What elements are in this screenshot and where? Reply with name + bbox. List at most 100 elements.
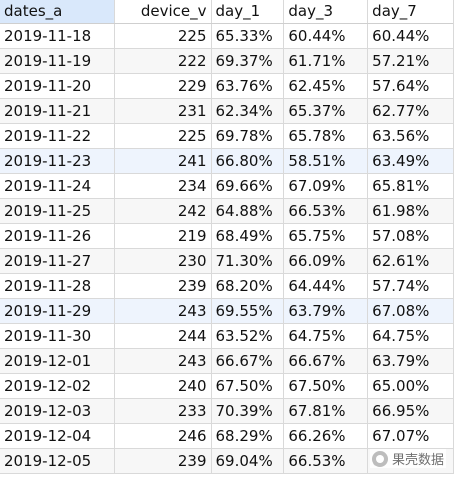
table-cell[interactable]: 65.33%	[212, 24, 285, 48]
table-cell[interactable]: 66.26%	[284, 424, 369, 448]
table-cell[interactable]: 67.50%	[284, 374, 369, 398]
table-cell[interactable]: 2019-11-28	[0, 274, 115, 298]
column-header-day-1[interactable]: day_1	[212, 0, 285, 23]
table-cell[interactable]: 65.37%	[284, 99, 369, 123]
table-cell[interactable]: 58.51%	[284, 149, 369, 173]
table-cell[interactable]: 65.78%	[284, 124, 369, 148]
table-cell[interactable]: 60.44%	[372, 27, 430, 45]
table-row[interactable]: 2019-11-18 225 65.33% 60.44% 60.44%	[0, 24, 453, 49]
table-row[interactable]: 2019-12-01 243 66.67% 66.67% 63.79%	[0, 349, 453, 374]
table-cell[interactable]: 64.44%	[284, 274, 369, 298]
table-cell[interactable]: 225	[115, 124, 212, 148]
table-cell[interactable]: 61.71%	[284, 49, 369, 73]
table-cell[interactable]: 64.75%	[284, 324, 369, 348]
table-cell[interactable]: 69.37%	[212, 49, 285, 73]
table-row[interactable]: 2019-11-22 225 69.78% 65.78% 63.56%	[0, 124, 453, 149]
table-row[interactable]: 2019-11-20 229 63.76% 62.45% 57.64%	[0, 74, 453, 99]
table-row[interactable]: 2019-11-30 244 63.52% 64.75% 64.75%	[0, 324, 453, 349]
table-cell[interactable]: 57.08%	[372, 227, 430, 245]
table-row[interactable]: 2019-12-03 233 70.39% 67.81% 66.95%	[0, 399, 453, 424]
table-cell[interactable]: 68.49%	[212, 224, 285, 248]
table-cell[interactable]: 239	[115, 449, 212, 473]
table-cell[interactable]: 67.81%	[284, 399, 369, 423]
table-row[interactable]: 2019-11-21 231 62.34% 65.37% 62.77%	[0, 99, 453, 124]
table-row[interactable]: 2019-11-29 243 69.55% 63.79% 67.08%	[0, 299, 453, 324]
table-cell[interactable]: 222	[115, 49, 212, 73]
table-cell[interactable]: 240	[115, 374, 212, 398]
table-cell[interactable]: 62.61%	[372, 252, 430, 270]
table-cell[interactable]: 234	[115, 174, 212, 198]
table-cell[interactable]: 242	[115, 199, 212, 223]
table-row[interactable]: 2019-11-19 222 69.37% 61.71% 57.21%	[0, 49, 453, 74]
table-cell[interactable]: 69.04%	[212, 449, 285, 473]
table-row[interactable]: 2019-11-26 219 68.49% 65.75% 57.08%	[0, 224, 453, 249]
table-cell[interactable]: 2019-11-27	[0, 249, 115, 273]
table-row[interactable]: 2019-11-28 239 68.20% 64.44% 57.74%	[0, 274, 453, 299]
table-cell[interactable]: 70.39%	[212, 399, 285, 423]
table-cell[interactable]: 64.75%	[372, 327, 430, 345]
table-cell[interactable]: 66.80%	[212, 149, 285, 173]
table-cell[interactable]: 62.45%	[284, 74, 369, 98]
table-cell[interactable]: 2019-12-02	[0, 374, 115, 398]
column-header-day-7[interactable]: day_7	[372, 2, 417, 20]
table-cell[interactable]: 61.98%	[372, 202, 430, 220]
table-cell[interactable]: 233	[115, 399, 212, 423]
table-cell[interactable]: 2019-12-01	[0, 349, 115, 373]
table-cell[interactable]: 68.20%	[212, 274, 285, 298]
table-cell[interactable]: 229	[115, 74, 212, 98]
table-cell[interactable]: 71.30%	[212, 249, 285, 273]
table-row[interactable]: 2019-11-27 230 71.30% 66.09% 62.61%	[0, 249, 453, 274]
table-cell[interactable]: 2019-11-24	[0, 174, 115, 198]
table-cell[interactable]: 67.07%	[372, 427, 430, 445]
table-cell[interactable]: 239	[115, 274, 212, 298]
table-cell[interactable]: 2019-11-21	[0, 99, 115, 123]
table-cell[interactable]: 219	[115, 224, 212, 248]
table-cell[interactable]: 57.74%	[372, 277, 430, 295]
table-cell[interactable]: 69.78%	[212, 124, 285, 148]
column-header-dates-a[interactable]: dates_a	[0, 0, 115, 23]
table-cell[interactable]: 2019-11-22	[0, 124, 115, 148]
table-cell[interactable]: 63.56%	[372, 127, 430, 145]
table-cell[interactable]: 62.34%	[212, 99, 285, 123]
table-cell[interactable]: 66.67%	[284, 349, 369, 373]
table-cell[interactable]: 230	[115, 249, 212, 273]
table-cell[interactable]: 2019-12-05	[0, 449, 115, 473]
table-cell[interactable]: 67.50%	[212, 374, 285, 398]
table-cell[interactable]: 64.88%	[212, 199, 285, 223]
table-cell[interactable]: 63.79%	[284, 299, 369, 323]
table-cell[interactable]: 2019-11-19	[0, 49, 115, 73]
table-cell[interactable]: 67.08%	[372, 302, 430, 320]
table-cell[interactable]: 2019-11-18	[0, 24, 115, 48]
table-cell[interactable]: 2019-12-04	[0, 424, 115, 448]
table-cell[interactable]: 2019-12-03	[0, 399, 115, 423]
table-cell[interactable]: 2019-11-23	[0, 149, 115, 173]
table-cell[interactable]: 66.53%	[284, 199, 369, 223]
column-header-day-3[interactable]: day_3	[284, 0, 369, 23]
table-cell[interactable]: 2019-11-25	[0, 199, 115, 223]
table-row[interactable]: 2019-11-25 242 64.88% 66.53% 61.98%	[0, 199, 453, 224]
table-cell[interactable]: 231	[115, 99, 212, 123]
table-cell[interactable]: 57.21%	[372, 52, 430, 70]
table-cell[interactable]: 67.09%	[284, 174, 369, 198]
table-cell[interactable]: 65.00%	[372, 377, 430, 395]
table-row[interactable]: 2019-12-02 240 67.50% 67.50% 65.00%	[0, 374, 453, 399]
table-cell[interactable]: 2019-11-29	[0, 299, 115, 323]
table-cell[interactable]: 69.66%	[212, 174, 285, 198]
table-cell[interactable]: 63.76%	[212, 74, 285, 98]
table-cell[interactable]: 66.09%	[284, 249, 369, 273]
table-cell[interactable]: 241	[115, 149, 212, 173]
table-cell[interactable]: 63.52%	[212, 324, 285, 348]
table-row[interactable]: 2019-11-23 241 66.80% 58.51% 63.49%	[0, 149, 453, 174]
table-cell[interactable]: 243	[115, 349, 212, 373]
table-cell[interactable]: 60.44%	[284, 24, 369, 48]
table-cell[interactable]: 68.29%	[212, 424, 285, 448]
table-cell[interactable]: 65.81%	[372, 177, 430, 195]
table-cell[interactable]: 246	[115, 424, 212, 448]
table-cell[interactable]: 69.55%	[212, 299, 285, 323]
table-row[interactable]: 2019-11-24 234 69.66% 67.09% 65.81%	[0, 174, 453, 199]
table-cell[interactable]: 57.64%	[372, 77, 430, 95]
table-cell[interactable]: 2019-11-20	[0, 74, 115, 98]
table-cell[interactable]: 225	[115, 24, 212, 48]
table-cell[interactable]: 243	[115, 299, 212, 323]
table-cell[interactable]: 63.49%	[372, 152, 430, 170]
